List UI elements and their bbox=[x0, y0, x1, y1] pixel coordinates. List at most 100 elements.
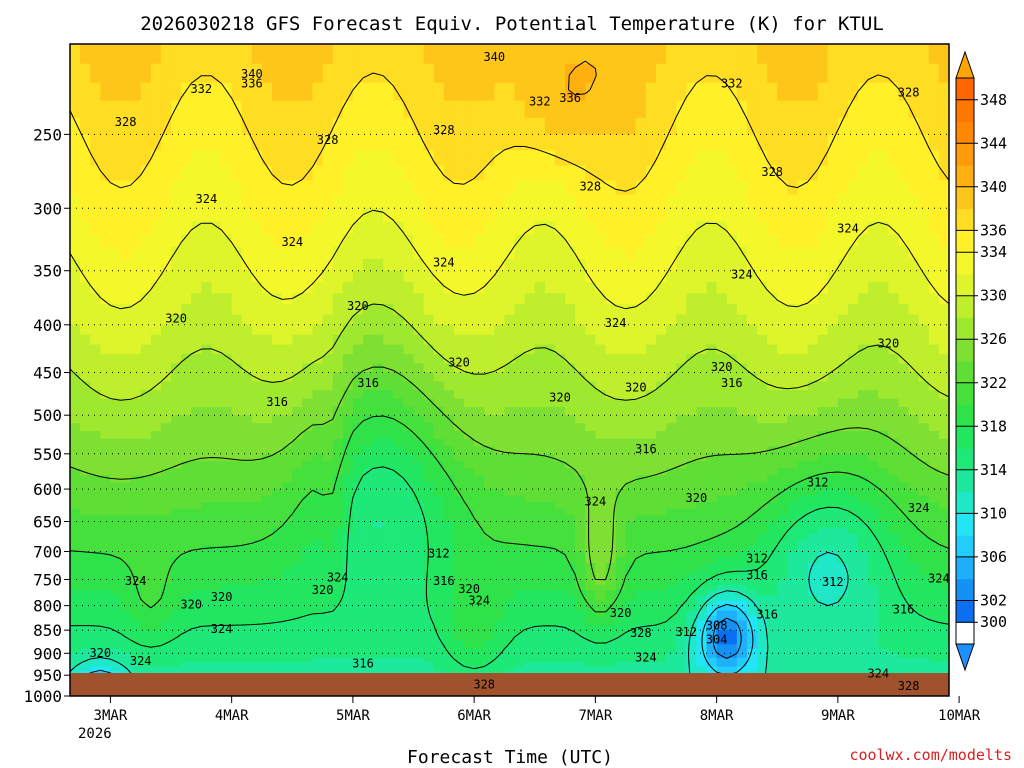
field-cell bbox=[595, 372, 607, 383]
field-cell bbox=[464, 372, 475, 383]
field-cell bbox=[595, 584, 607, 591]
field-cell bbox=[171, 615, 182, 622]
field-cell bbox=[171, 489, 182, 497]
field-cell bbox=[383, 600, 394, 607]
field-cell bbox=[656, 117, 667, 135]
field-cell bbox=[322, 407, 334, 416]
field-cell bbox=[666, 234, 677, 248]
field-cell bbox=[544, 150, 556, 167]
field-cell bbox=[605, 653, 617, 659]
field-cell bbox=[534, 468, 546, 476]
field-cell bbox=[696, 381, 708, 391]
field-cell bbox=[656, 372, 667, 383]
field-cell bbox=[241, 44, 253, 65]
field-cell bbox=[534, 508, 546, 516]
field-cell bbox=[171, 557, 182, 564]
field-cell bbox=[352, 527, 364, 535]
field-cell bbox=[656, 600, 667, 607]
field-cell bbox=[504, 194, 516, 209]
field-cell bbox=[150, 100, 162, 119]
field-cell bbox=[90, 150, 101, 167]
field-cell bbox=[686, 610, 698, 617]
field-cell bbox=[615, 82, 627, 102]
field-cell bbox=[514, 508, 526, 516]
field-cell bbox=[383, 82, 394, 102]
field-cell bbox=[484, 644, 495, 650]
field-cell bbox=[373, 304, 384, 316]
field-cell bbox=[443, 63, 455, 84]
field-cell bbox=[433, 657, 445, 663]
field-cell bbox=[464, 438, 475, 447]
field-cell bbox=[656, 489, 667, 497]
field-cell bbox=[302, 82, 314, 102]
field-cell bbox=[393, 653, 405, 659]
field-cell bbox=[443, 234, 455, 248]
field-cell bbox=[181, 461, 192, 469]
field-cell bbox=[110, 221, 122, 235]
field-cell bbox=[302, 468, 314, 476]
field-cell bbox=[413, 354, 425, 365]
field-cell bbox=[605, 657, 617, 663]
field-cell bbox=[80, 165, 91, 181]
field-cell bbox=[575, 625, 586, 631]
field-cell bbox=[211, 390, 223, 400]
field-cell bbox=[130, 521, 142, 529]
field-cell bbox=[403, 648, 415, 654]
field-cell bbox=[363, 150, 374, 167]
field-cell bbox=[423, 595, 435, 602]
field-cell bbox=[514, 246, 526, 260]
field-cell bbox=[181, 381, 192, 391]
field-cell bbox=[292, 208, 303, 223]
field-cell bbox=[423, 620, 435, 626]
field-cell bbox=[605, 246, 617, 260]
field-cell bbox=[282, 234, 293, 248]
field-cell bbox=[181, 557, 192, 564]
field-cell bbox=[191, 234, 202, 248]
field-cell bbox=[544, 533, 556, 541]
field-cell bbox=[110, 545, 122, 553]
field-cell bbox=[282, 574, 293, 581]
field-cell bbox=[90, 662, 101, 668]
field-cell bbox=[383, 438, 394, 447]
field-cell bbox=[352, 407, 364, 416]
field-cell bbox=[363, 489, 374, 497]
field-cell bbox=[302, 495, 314, 503]
field-cell bbox=[70, 100, 81, 119]
field-cell bbox=[686, 468, 698, 476]
field-cell bbox=[615, 180, 627, 196]
field-cell bbox=[514, 539, 526, 547]
field-cell bbox=[676, 438, 687, 447]
field-cell bbox=[625, 270, 637, 283]
field-cell bbox=[241, 134, 253, 151]
field-cell bbox=[554, 568, 566, 575]
field-cell bbox=[433, 407, 445, 416]
field-cell bbox=[211, 324, 223, 336]
field-cell bbox=[474, 615, 485, 622]
field-cell bbox=[312, 521, 324, 529]
field-cell bbox=[565, 100, 576, 119]
field-cell bbox=[282, 344, 293, 355]
field-cell bbox=[625, 344, 637, 355]
field-cell bbox=[676, 625, 687, 631]
field-cell bbox=[211, 584, 223, 591]
field-cell bbox=[261, 453, 273, 462]
field-cell bbox=[100, 446, 112, 455]
field-cell bbox=[251, 545, 263, 553]
field-cell bbox=[191, 644, 202, 650]
field-cell bbox=[696, 446, 708, 455]
field-cell bbox=[494, 508, 506, 516]
field-cell bbox=[282, 502, 293, 510]
field-cell bbox=[261, 134, 273, 151]
field-cell bbox=[595, 258, 607, 272]
field-cell bbox=[686, 381, 698, 391]
field-cell bbox=[322, 482, 334, 490]
field-cell bbox=[605, 644, 617, 650]
field-cell bbox=[100, 562, 112, 570]
field-cell bbox=[403, 527, 415, 535]
field-cell bbox=[383, 431, 394, 440]
field-cell bbox=[423, 666, 435, 672]
field-cell bbox=[373, 100, 384, 119]
field-cell bbox=[443, 293, 455, 305]
field-cell bbox=[282, 334, 293, 346]
field-cell bbox=[231, 551, 243, 558]
